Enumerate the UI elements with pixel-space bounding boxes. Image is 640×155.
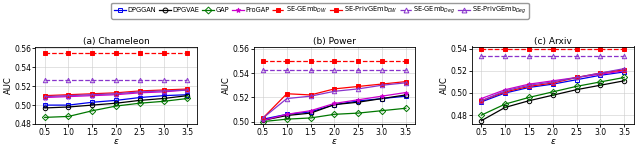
X-axis label: ε: ε <box>550 137 555 146</box>
Legend: DPGGAN, DPGVAE, GAP, ProGAP, SE-GEmb$_{DW}$, SE-PrivGEmb$_{DW}$, SE-GEmb$_{Deg}$: DPGGAN, DPGVAE, GAP, ProGAP, SE-GEmb$_{D… <box>111 3 529 19</box>
Title: (c) Arxiv: (c) Arxiv <box>534 37 572 46</box>
Y-axis label: AUC: AUC <box>4 76 13 94</box>
X-axis label: ε: ε <box>114 137 118 146</box>
Title: (a) Chameleon: (a) Chameleon <box>83 37 149 46</box>
Y-axis label: AUC: AUC <box>440 76 449 94</box>
Y-axis label: AUC: AUC <box>222 76 231 94</box>
Title: (b) Power: (b) Power <box>313 37 356 46</box>
X-axis label: ε: ε <box>332 137 337 146</box>
